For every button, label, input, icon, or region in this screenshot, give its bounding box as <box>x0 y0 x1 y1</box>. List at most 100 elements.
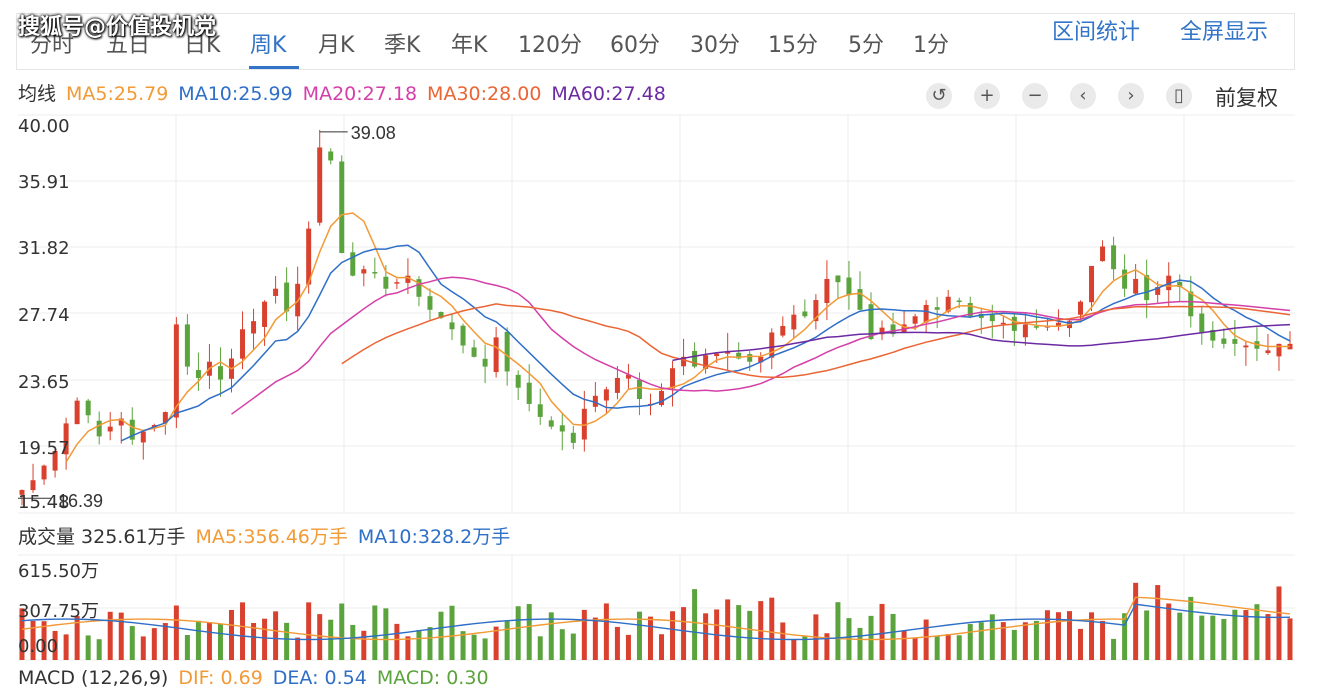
volume-bar <box>1210 615 1216 660</box>
volume-bar <box>1078 628 1084 660</box>
volume-bar <box>581 609 587 660</box>
candle-body <box>868 304 874 339</box>
tab-7[interactable]: 120分 <box>518 33 582 58</box>
volume-bar <box>570 633 576 660</box>
zoom-in-icon[interactable]: + <box>974 83 1000 109</box>
candle-body <box>780 326 786 336</box>
volume-bar <box>162 623 168 660</box>
candle-type-icon[interactable]: ▯ <box>1166 83 1192 109</box>
candle-body <box>978 313 984 318</box>
volume-bar <box>1066 611 1072 660</box>
volume-bar <box>295 637 301 660</box>
volume-bar <box>1188 596 1194 660</box>
candle-body <box>625 374 631 379</box>
volume-bar <box>427 627 433 660</box>
volume-bar <box>923 619 929 660</box>
reset-icon[interactable]: ↺ <box>926 83 952 109</box>
zoom-out-icon[interactable]: − <box>1022 83 1048 109</box>
volume-bar <box>835 602 841 660</box>
ma-legend-title: 均线 <box>18 83 57 105</box>
volume-bar <box>1265 614 1271 660</box>
candle-body <box>372 272 378 274</box>
ma30-value: MA30:28.00 <box>427 83 542 105</box>
fullscreen-link[interactable]: 全屏显示 <box>1180 20 1269 45</box>
tab-4[interactable]: 月K <box>318 33 355 58</box>
candle-body <box>945 296 951 312</box>
volume-bar <box>482 638 488 660</box>
volume-bar <box>19 608 25 660</box>
volume-bar <box>978 622 984 660</box>
tab-10[interactable]: 15分 <box>768 33 818 58</box>
candle-body <box>240 329 246 359</box>
macd-dea: DEA: 0.54 <box>272 667 367 689</box>
tab-1[interactable]: 五日 <box>106 33 151 58</box>
price-tick-label: 40.00 <box>18 116 70 137</box>
candle-body <box>493 337 499 373</box>
tab-5[interactable]: 季K <box>384 33 421 58</box>
tab-9[interactable]: 30分 <box>690 33 740 58</box>
volume-bar <box>967 624 973 660</box>
tab-8[interactable]: 60分 <box>610 33 660 58</box>
ma60-value: MA60:27.48 <box>551 83 666 105</box>
ma20-value: MA20:27.18 <box>302 83 418 105</box>
candle-body <box>802 311 808 317</box>
volume-bar <box>824 633 830 660</box>
candle-body <box>1033 326 1039 328</box>
next-icon[interactable]: › <box>1118 83 1144 109</box>
candle-body <box>636 380 642 400</box>
candle-body <box>460 325 466 346</box>
volume-bar <box>63 634 69 660</box>
candle-body <box>107 426 113 432</box>
candle-body <box>173 324 179 418</box>
prev-icon[interactable]: ‹ <box>1070 83 1096 109</box>
candle-body <box>251 321 257 334</box>
volume-value: 成交量 325.61万手 <box>18 526 186 548</box>
candle-body <box>284 282 290 312</box>
macd-dif: DIF: 0.69 <box>178 667 263 689</box>
candle-body <box>857 289 863 310</box>
candle-body <box>824 278 830 304</box>
volume-bar <box>1022 622 1028 660</box>
candle-body <box>1221 338 1227 344</box>
tab-12[interactable]: 1分 <box>913 33 949 58</box>
volume-bar <box>449 605 455 660</box>
volume-bar <box>471 634 477 660</box>
candle-body <box>681 356 687 367</box>
volume-bar <box>989 614 995 660</box>
volume-bar <box>1276 586 1282 660</box>
volume-bar <box>493 626 499 660</box>
tab-6[interactable]: 年K <box>451 33 488 58</box>
candle-body <box>659 390 665 406</box>
volume-tick-label: 0.00 <box>18 636 59 657</box>
candle-body <box>603 389 609 401</box>
candle-body <box>791 314 797 330</box>
tab-3[interactable]: 周K <box>250 33 287 58</box>
volume-ma10: MA10:328.2万手 <box>357 526 511 548</box>
volume-bar <box>945 634 951 660</box>
volume-bar <box>262 618 268 660</box>
candle-body <box>758 356 764 363</box>
adjust-type-select[interactable]: 前复权 <box>1215 86 1278 110</box>
volume-bar <box>1221 618 1227 660</box>
candle-body <box>934 307 940 310</box>
tab-0[interactable]: 分时 <box>30 33 75 58</box>
volume-bar <box>361 630 367 660</box>
ma-legend: 均线 MA5:25.79 MA10:25.99 MA20:27.18 MA30:28.0… <box>18 79 676 106</box>
candle-body <box>30 480 36 491</box>
range-stats-link[interactable]: 区间统计 <box>1052 20 1141 45</box>
tab-11[interactable]: 5分 <box>848 33 884 58</box>
candle-body <box>162 412 168 423</box>
macd-legend: MACD (12,26,9) DIF: 0.69 DEA: 0.54 MACD: 0.… <box>18 667 499 689</box>
candle-body <box>548 420 554 427</box>
volume-bar <box>769 597 775 660</box>
volume-tick-label: 615.50万 <box>18 561 99 582</box>
volume-bar <box>625 634 631 660</box>
ma5-line <box>65 212 1290 463</box>
candle-body <box>1188 291 1194 317</box>
tab-2[interactable]: 日K <box>184 33 221 58</box>
volume-bar <box>592 617 598 660</box>
candle-body <box>692 350 698 367</box>
ma60-line <box>672 323 1291 362</box>
candle-body <box>1022 324 1028 338</box>
